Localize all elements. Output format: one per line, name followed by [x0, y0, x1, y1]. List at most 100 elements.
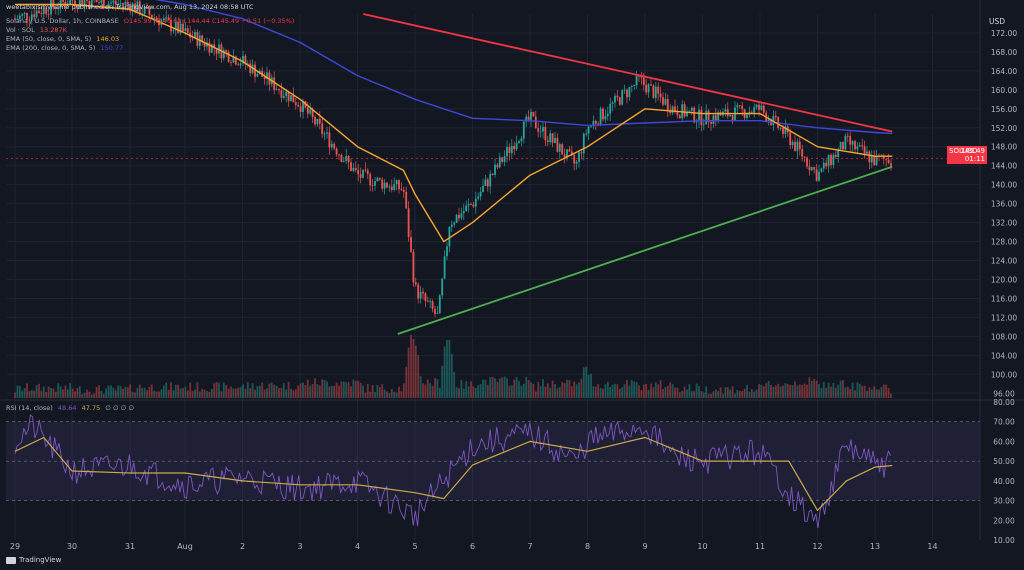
volume-bar	[206, 391, 208, 398]
candle-body	[695, 121, 698, 123]
candle-body	[486, 179, 489, 187]
volume-bar	[182, 387, 184, 398]
candle-body	[302, 100, 304, 112]
candle-body	[782, 127, 784, 134]
candle-body	[354, 168, 357, 170]
volume-bar	[731, 386, 734, 398]
volume-bar	[345, 382, 348, 398]
x-tick-label: 31	[125, 542, 135, 551]
volume-bar	[748, 391, 751, 398]
candle-body	[138, 1, 141, 15]
volume-bar	[160, 389, 163, 398]
y-tick-label: 168.00	[991, 48, 1017, 57]
candle-body	[33, 14, 36, 18]
volume-bar	[755, 389, 758, 398]
volume-bar	[438, 387, 441, 398]
rsi-label[interactable]: RSI (14, close)	[6, 404, 53, 412]
candle-body	[868, 151, 871, 163]
volume-bar	[782, 385, 784, 398]
volume-bar	[686, 389, 688, 398]
volume-bar	[491, 376, 494, 398]
candle-body	[182, 23, 184, 32]
y-tick-label: 140.00	[991, 181, 1017, 190]
volume-bar	[527, 380, 530, 398]
volume-bar	[683, 386, 686, 398]
candle-body	[726, 109, 729, 117]
candle-body	[746, 114, 748, 118]
volume-bar	[146, 390, 148, 398]
volume-bar	[717, 390, 720, 398]
candle-body	[623, 89, 626, 91]
volume-bar	[774, 385, 777, 398]
candle-body	[117, 3, 120, 5]
rsi-pane	[6, 414, 980, 529]
candle-body	[645, 84, 648, 93]
tradingview-logo[interactable]: TradingView	[6, 556, 61, 564]
volume-bar	[446, 340, 448, 398]
candle-body	[561, 144, 564, 155]
volume-bar	[448, 339, 451, 398]
volume-bar	[213, 383, 216, 398]
volume-label[interactable]: Vol · SOL	[6, 26, 35, 34]
currency-label[interactable]: USD	[989, 17, 1006, 26]
candle-body	[69, 0, 72, 5]
volume-bar	[791, 385, 794, 398]
volume-bar	[551, 380, 554, 398]
volume-bar	[746, 384, 748, 398]
volume-bar	[304, 384, 307, 398]
candle-body	[717, 112, 720, 121]
candle-body	[54, 6, 57, 9]
volume-bar	[702, 392, 705, 398]
volume-bar	[842, 380, 844, 398]
candle-body	[369, 174, 372, 186]
candle-body	[333, 143, 336, 149]
volume-bar	[652, 387, 655, 398]
candle-body	[208, 42, 211, 53]
candle-body	[510, 145, 513, 153]
volume-bar	[515, 376, 518, 398]
volume-bar	[64, 385, 67, 398]
candle-body	[395, 180, 398, 185]
candle-body	[796, 141, 799, 151]
volume-bar	[798, 384, 801, 398]
volume-bar	[498, 378, 501, 398]
volume-bar	[88, 391, 91, 398]
candle-body	[100, 0, 103, 3]
volume-bar	[477, 385, 480, 398]
candle-body	[112, 0, 115, 3]
candle-body	[136, 1, 139, 12]
candle-body	[74, 0, 76, 6]
ema50-label[interactable]: EMA (50, close, 0, SMA, 5)	[6, 35, 92, 43]
volume-bar	[724, 387, 727, 398]
volume-bar	[150, 384, 153, 398]
candle-body	[640, 76, 643, 78]
volume-bar	[611, 384, 614, 398]
x-tick-label: 5	[412, 542, 417, 551]
grid	[6, 14, 980, 540]
volume-bar	[789, 384, 792, 398]
volume-bar	[846, 386, 849, 398]
volume-bar	[294, 389, 297, 398]
candle-body	[693, 107, 696, 123]
candle-body	[266, 72, 268, 79]
candle-body	[165, 17, 168, 19]
volume-bar	[851, 382, 854, 398]
volume-bar	[69, 383, 72, 398]
x-tick-label: 12	[812, 542, 822, 551]
symbol-title[interactable]: Solana / U.S. Dollar, 1h, COINBASE	[6, 17, 119, 25]
candle-body	[263, 76, 266, 79]
volume-bar	[734, 393, 736, 398]
volume-bar	[882, 384, 885, 398]
candle-body	[842, 142, 844, 150]
volume-bar	[494, 378, 496, 398]
candle-body	[81, 0, 84, 6]
volume-bar	[174, 384, 177, 398]
candle-body	[779, 127, 782, 129]
candle-body	[760, 105, 763, 110]
volume-bar	[474, 388, 477, 398]
volume-bar	[215, 382, 218, 398]
candle-body	[592, 120, 595, 125]
ema200-label[interactable]: EMA (200, close, 0, SMA, 5)	[6, 44, 96, 52]
candle-body	[398, 180, 400, 190]
volume-bar	[395, 392, 398, 398]
